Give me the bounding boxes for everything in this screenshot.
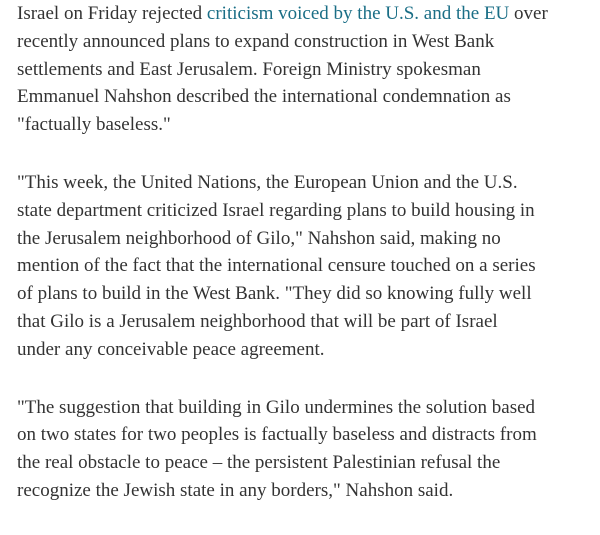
paragraph-line: on two states for two peoples is factual… — [17, 424, 537, 446]
paragraph-line: Emmanuel Nahshon described the internati… — [17, 86, 511, 108]
paragraph-line: Israel on Friday rejected criticism voic… — [17, 0, 597, 28]
criticism-link[interactable]: criticism voiced by the U.S. and the EU — [206, 3, 510, 24]
paragraph-1: Israel on Friday rejected criticism voic… — [17, 0, 597, 139]
paragraph-2: "This week, the United Nations, the Euro… — [17, 169, 597, 364]
paragraph-line: recognize the Jewish state in any border… — [17, 479, 454, 501]
paragraph-line: "This week, the United Nations, the Euro… — [17, 171, 518, 193]
text: Israel on Friday rejected — [17, 3, 207, 24]
paragraph-line: "factually baseless." — [17, 114, 171, 136]
paragraph-line: settlements and East Jerusalem. Foreign … — [17, 58, 481, 80]
article-body: Israel on Friday rejected criticism voic… — [17, 0, 597, 535]
text: over — [509, 3, 548, 24]
paragraph-line: state department criticized Israel regar… — [17, 199, 535, 221]
paragraph-line: the real obstacle to peace – the persist… — [17, 452, 501, 474]
paragraph-3: "The suggestion that building in Gilo un… — [17, 394, 597, 505]
paragraph-line: recently announced plans to expand const… — [17, 30, 495, 52]
paragraph-line: of plans to build in the West Bank. "The… — [17, 283, 532, 305]
paragraph-line: the Jerusalem neighborhood of Gilo," Nah… — [17, 227, 501, 249]
paragraph-line: mention of the fact that the internation… — [17, 255, 536, 277]
paragraph-line: that Gilo is a Jerusalem neighborhood th… — [17, 310, 498, 332]
paragraph-line: "The suggestion that building in Gilo un… — [17, 396, 536, 418]
paragraph-line: under any conceivable peace agreement. — [17, 338, 325, 360]
